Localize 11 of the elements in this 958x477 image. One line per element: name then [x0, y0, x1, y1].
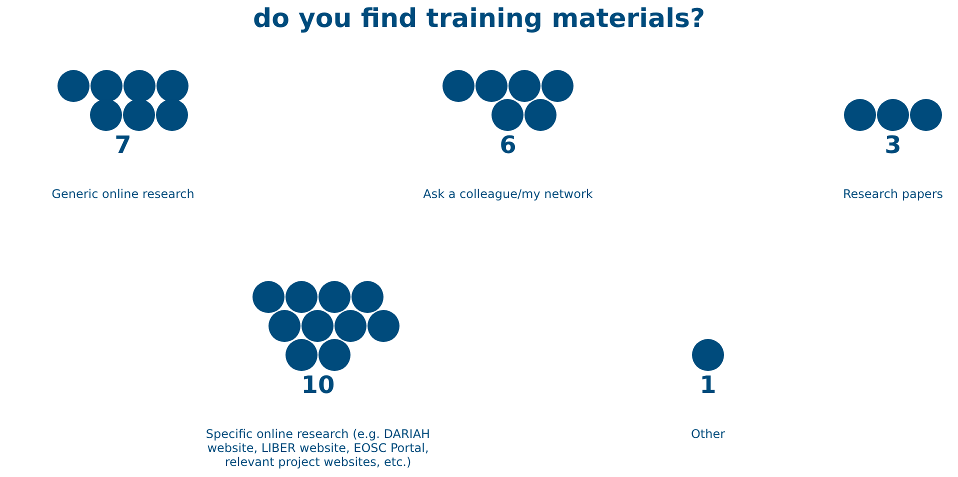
- text: do you find training materials?: [252, 4, 706, 34]
- category-label: Generic online research: [52, 187, 194, 201]
- category-label: Ask a colleague/my network: [423, 187, 593, 201]
- data-label: 10: [301, 371, 335, 399]
- category-label: Other: [690, 427, 726, 441]
- data-label: 6: [500, 131, 516, 159]
- category-label: Research papers: [842, 187, 944, 201]
- data-label: 1: [700, 371, 716, 399]
- data-label: 7: [114, 131, 132, 159]
- category-label: Specific online research (e.g. DARIAH website, LIBER website, EOSC Portal, relevant project websites, etc.): [206, 427, 430, 469]
- data-label: 3: [884, 131, 902, 159]
